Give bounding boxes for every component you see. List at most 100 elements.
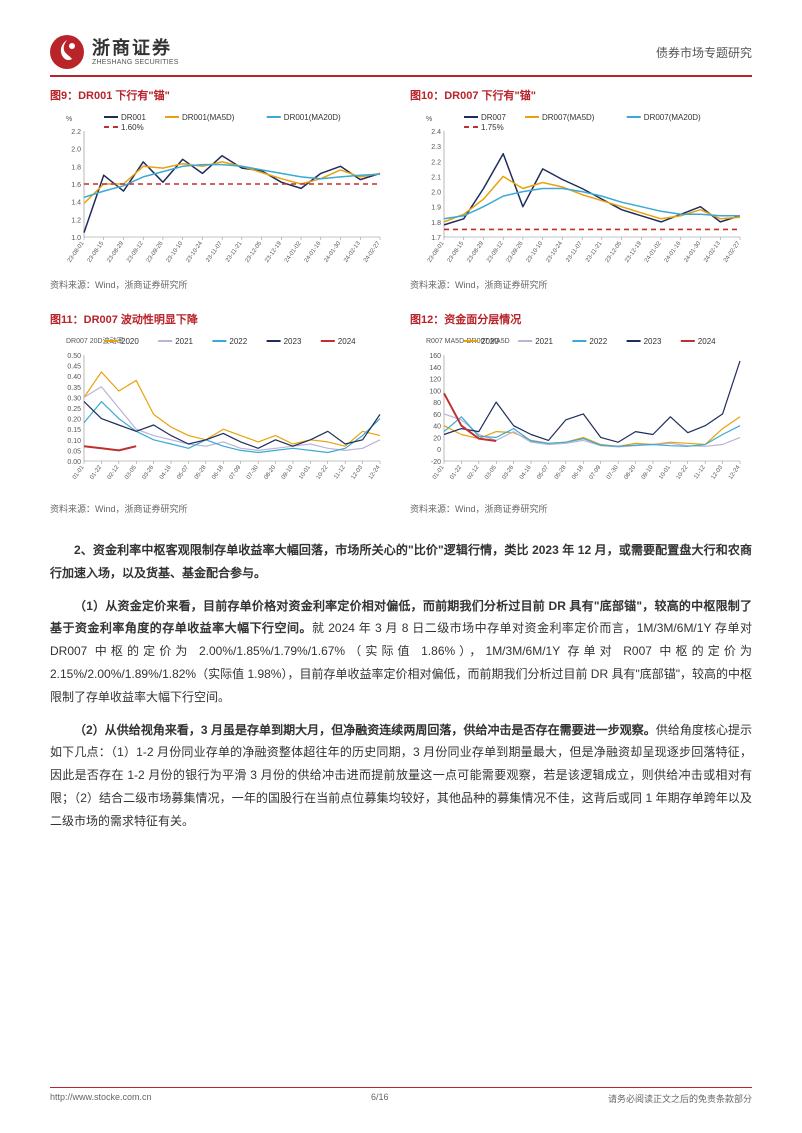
svg-text:23-11-07: 23-11-07 <box>565 240 584 263</box>
svg-text:%: % <box>426 116 432 123</box>
svg-text:2022: 2022 <box>589 337 607 346</box>
svg-text:05-28: 05-28 <box>194 464 208 481</box>
svg-text:23-08-15: 23-08-15 <box>87 240 106 264</box>
svg-text:DR007: DR007 <box>481 113 506 122</box>
document-category: 债券市场专题研究 <box>656 44 752 61</box>
brand-logo: 浙商证券 ZHESHANG SECURITIES <box>50 35 179 69</box>
svg-text:2021: 2021 <box>175 337 193 346</box>
chart-11: 0.000.050.100.150.200.250.300.350.400.45… <box>50 331 392 491</box>
svg-text:07-30: 07-30 <box>246 464 260 481</box>
svg-text:24-02-27: 24-02-27 <box>723 240 742 264</box>
svg-text:23-09-12: 23-09-12 <box>486 240 505 264</box>
svg-text:80: 80 <box>433 400 441 407</box>
svg-text:12-24: 12-24 <box>368 464 382 481</box>
brand-name-en: ZHESHANG SECURITIES <box>92 59 179 66</box>
svg-text:23-12-05: 23-12-05 <box>245 240 264 264</box>
svg-text:07-09: 07-09 <box>229 464 243 481</box>
svg-text:03-26: 03-26 <box>142 464 156 481</box>
svg-text:100: 100 <box>429 388 441 395</box>
footer-disclaimer: 请务必阅读正文之后的免责条款部分 <box>608 1092 752 1105</box>
svg-text:23-11-21: 23-11-21 <box>585 240 604 263</box>
footer-url: http://www.stocke.com.cn <box>50 1092 152 1105</box>
svg-text:10-22: 10-22 <box>316 464 330 481</box>
svg-text:06-18: 06-18 <box>571 464 585 481</box>
svg-text:2024: 2024 <box>698 337 716 346</box>
svg-text:0.30: 0.30 <box>67 395 81 402</box>
svg-text:0: 0 <box>437 447 441 454</box>
svg-text:07-09: 07-09 <box>589 464 603 481</box>
svg-text:03-05: 03-05 <box>484 464 498 481</box>
svg-text:02-12: 02-12 <box>107 464 121 481</box>
svg-text:01-01: 01-01 <box>72 464 86 481</box>
svg-text:23-08-29: 23-08-29 <box>106 240 125 264</box>
svg-text:60: 60 <box>433 412 441 419</box>
svg-text:09-10: 09-10 <box>281 464 295 481</box>
svg-text:2.3: 2.3 <box>431 144 441 151</box>
svg-text:23-10-24: 23-10-24 <box>545 240 564 264</box>
svg-text:11-12: 11-12 <box>693 464 707 480</box>
svg-text:DR001(MA5D): DR001(MA5D) <box>182 113 235 122</box>
svg-text:2.4: 2.4 <box>431 129 441 136</box>
page-footer: http://www.stocke.com.cn 6/16 请务必阅读正文之后的… <box>50 1087 752 1105</box>
svg-text:01-22: 01-22 <box>89 464 103 481</box>
svg-text:2020: 2020 <box>121 337 139 346</box>
svg-text:23-12-05: 23-12-05 <box>605 240 624 264</box>
chart-9: 1.01.21.41.61.82.02.2%23-08-0123-08-1523… <box>50 107 392 267</box>
svg-text:2.2: 2.2 <box>431 159 441 166</box>
svg-text:02-12: 02-12 <box>467 464 481 481</box>
chart-10-source: 资料来源：Wind，浙商证券研究所 <box>410 278 752 291</box>
svg-text:160: 160 <box>429 353 441 360</box>
svg-text:2021: 2021 <box>535 337 553 346</box>
svg-text:0.40: 0.40 <box>67 374 81 381</box>
svg-text:140: 140 <box>429 365 441 372</box>
svg-text:%: % <box>66 116 72 123</box>
svg-text:23-10-10: 23-10-10 <box>526 240 545 264</box>
svg-text:120: 120 <box>429 377 441 384</box>
svg-text:2.0: 2.0 <box>71 147 81 154</box>
svg-text:03-05: 03-05 <box>124 464 138 481</box>
footer-page-number: 6/16 <box>371 1092 389 1105</box>
chart-9-container: 图9：DR001 下行有"锚" 1.01.21.41.61.82.02.2%23… <box>50 87 392 291</box>
svg-text:10-22: 10-22 <box>676 464 690 481</box>
svg-text:1.4: 1.4 <box>71 200 81 207</box>
svg-text:07-30: 07-30 <box>606 464 620 481</box>
svg-text:2022: 2022 <box>229 337 247 346</box>
svg-text:2023: 2023 <box>644 337 662 346</box>
svg-text:24-02-13: 24-02-13 <box>703 240 722 264</box>
svg-text:08-20: 08-20 <box>263 464 277 481</box>
svg-text:0.50: 0.50 <box>67 353 81 360</box>
svg-text:24-01-30: 24-01-30 <box>323 240 342 264</box>
svg-text:1.8: 1.8 <box>71 164 81 171</box>
chart-grid: 图9：DR001 下行有"锚" 1.01.21.41.61.82.02.2%23… <box>50 87 752 515</box>
svg-text:10-01: 10-01 <box>658 464 672 481</box>
svg-text:2.2: 2.2 <box>71 129 81 136</box>
svg-text:0.05: 0.05 <box>67 448 81 455</box>
svg-text:0.10: 0.10 <box>67 438 81 445</box>
svg-text:1.75%: 1.75% <box>481 123 504 132</box>
chart-11-title: 图11：DR007 波动性明显下降 <box>50 311 392 327</box>
svg-text:23-09-26: 23-09-26 <box>146 240 165 264</box>
paragraph-3: （2）从供给视角来看，3 月虽是存单到期大月，但净融资连续两周回落，供给冲击是否… <box>50 719 752 833</box>
svg-text:2024: 2024 <box>338 337 356 346</box>
svg-text:DR001: DR001 <box>121 113 146 122</box>
svg-text:1.9: 1.9 <box>431 205 441 212</box>
svg-text:09-10: 09-10 <box>641 464 655 481</box>
brand-name-cn: 浙商证券 <box>92 39 179 57</box>
svg-text:23-08-15: 23-08-15 <box>447 240 466 264</box>
svg-text:05-07: 05-07 <box>176 464 190 481</box>
svg-text:2023: 2023 <box>284 337 302 346</box>
svg-text:05-07: 05-07 <box>536 464 550 481</box>
svg-text:24-01-16: 24-01-16 <box>304 240 323 264</box>
paragraph-2: （1）从资金定价来看，目前存单价格对资金利率定价相对偏低，而前期我们分析过目前 … <box>50 595 752 709</box>
svg-text:40: 40 <box>433 424 441 431</box>
svg-text:1.6: 1.6 <box>71 182 81 189</box>
svg-text:2.0: 2.0 <box>431 190 441 197</box>
svg-text:0.15: 0.15 <box>67 427 81 434</box>
svg-text:24-02-13: 24-02-13 <box>343 240 362 264</box>
svg-text:24-01-16: 24-01-16 <box>664 240 683 264</box>
svg-text:12-24: 12-24 <box>728 464 742 481</box>
svg-text:2020: 2020 <box>481 337 499 346</box>
svg-text:0.25: 0.25 <box>67 406 81 413</box>
chart-10-title: 图10：DR007 下行有"锚" <box>410 87 752 103</box>
svg-text:2.1: 2.1 <box>431 174 441 181</box>
